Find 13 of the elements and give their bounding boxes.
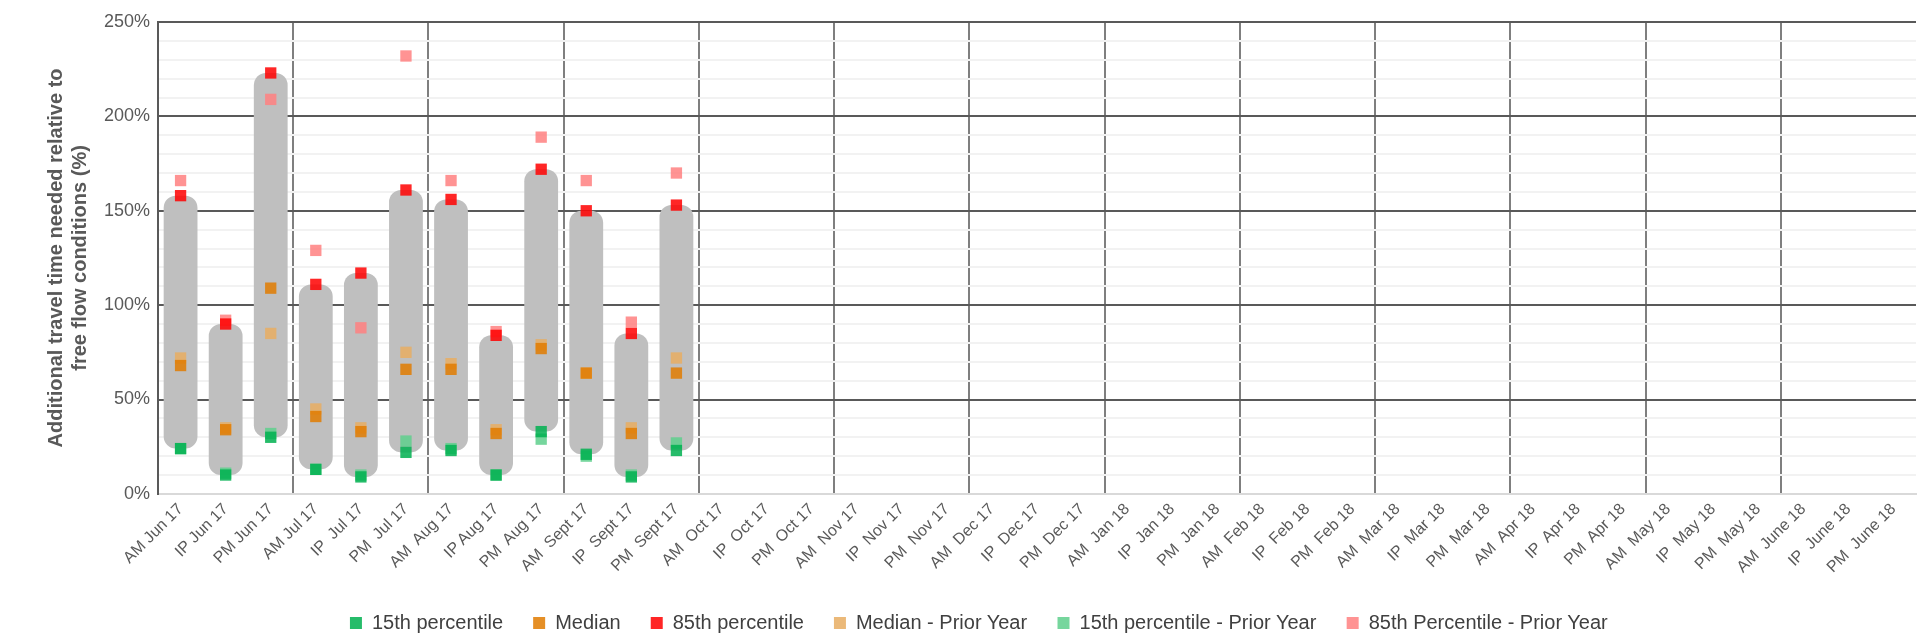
legend-label: Median - Prior Year xyxy=(855,610,1028,633)
y-tick-label: 150% xyxy=(103,199,151,220)
y-tick-label: 50% xyxy=(114,388,151,409)
y-axis-title: Additional travel time needed relative to free flow conditions (%) xyxy=(43,68,90,448)
y-tick-label: 100% xyxy=(103,294,151,315)
y-tick-label: 0% xyxy=(124,482,151,503)
legend-label: 15th percentile xyxy=(371,610,504,633)
legend-label: 85th Percentile - Prior Year xyxy=(1368,610,1609,633)
y-tick-label: 200% xyxy=(103,105,151,126)
legend-label: 15th percentile - Prior Year xyxy=(1079,610,1317,633)
legend-label: 85th percentile xyxy=(672,610,804,633)
legend-label: Median xyxy=(555,610,621,633)
y-tick-label: 250% xyxy=(103,10,151,31)
